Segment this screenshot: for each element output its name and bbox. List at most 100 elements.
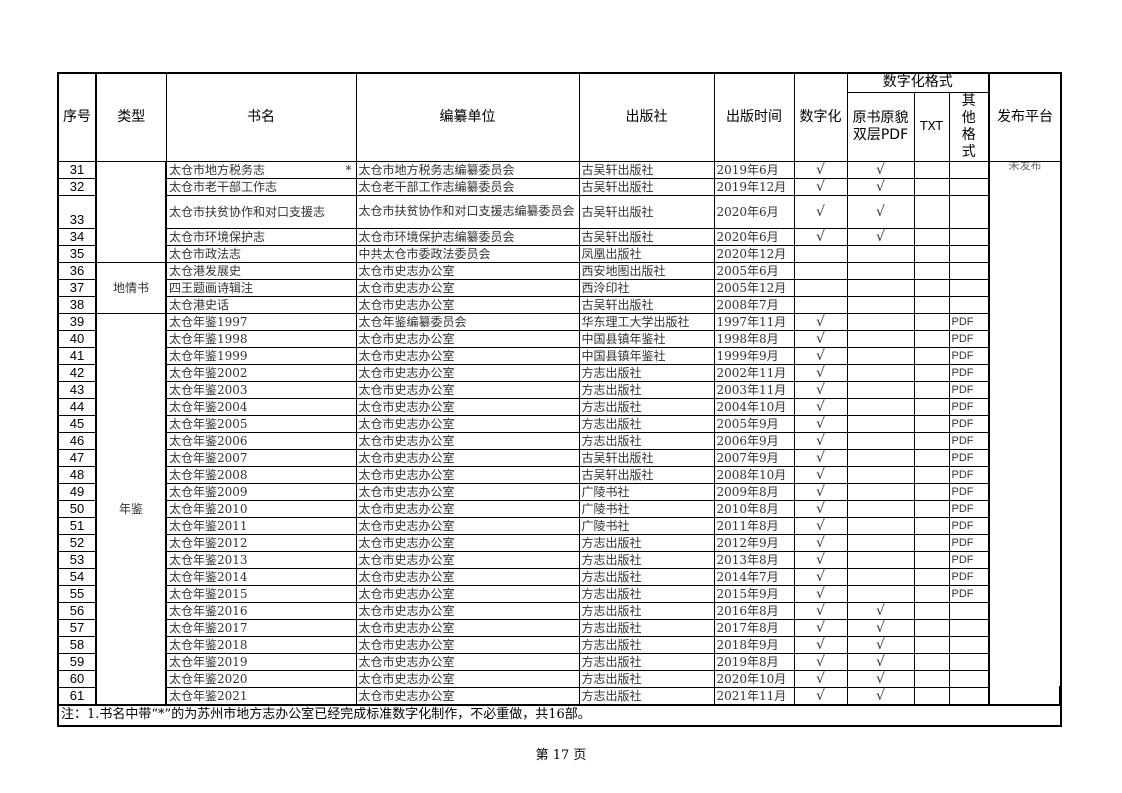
txt-format-cell [913,414,950,433]
table-row: 47 太仓年鉴2007 太仓市史志办公室 古吴轩出版社 2007年9月 √ PDF [57,448,1061,467]
book-title-cell: 太仓年鉴2004 [165,397,357,416]
book-title: 太仓市政法志 [169,246,242,261]
row-no: 60 [57,669,97,688]
other-format-cell [948,261,990,280]
pdf-format-check: √ [846,227,915,246]
row-no: 55 [57,584,97,603]
row-no: 59 [57,652,97,671]
publisher-cell: 方志出版社 [578,635,715,654]
digitized-check: √ [793,618,848,637]
publisher-cell: 方志出版社 [578,669,715,688]
header-publisher: 出版社 [578,72,715,162]
table-row: 60 太仓年鉴2020 太仓市史志办公室 方志出版社 2020年10月 √ √ [57,669,1061,688]
digitized-check [793,261,848,280]
other-format-cell [948,295,990,314]
table-row: 54 太仓年鉴2014 太仓市史志办公室 方志出版社 2014年7月 √ PDF [57,567,1061,586]
row-no: 47 [57,448,97,467]
header-platform: 发布平台 [988,72,1062,162]
book-title-cell: 太仓年鉴2005 [165,414,357,433]
txt-format-cell [913,533,950,552]
date-cell: 2013年8月 [713,550,795,569]
compiler-cell: 太仓市史志办公室 [355,584,580,603]
book-title: 太仓市地方税务志 [169,162,266,177]
other-format-cell: PDF [948,550,990,569]
row-no: 32 [57,177,97,196]
date-cell: 2002年11月 [713,363,795,382]
compiler-cell: 太仓市环境保护志编纂委员会 [355,227,580,246]
book-title-cell: 太仓港史话 [165,295,357,314]
row-no: 38 [57,295,97,314]
date-cell: 2012年9月 [713,533,795,552]
date-cell: 2005年6月 [713,261,795,280]
row-no: 37 [57,278,97,297]
publisher-cell: 方志出版社 [578,550,715,569]
pdf-format-check: √ [846,601,915,620]
date-cell: 2018年9月 [713,635,795,654]
publisher-cell: 广陵书社 [578,482,715,501]
txt-format-cell [913,516,950,535]
table-row: 31 太仓市地方税务志 * 太仓市地方税务志编纂委员会 古吴轩出版社 2019年6月 √ √ 未… [57,160,1062,705]
other-format-cell: PDF [948,448,990,467]
row-no: 42 [57,363,97,382]
type-cell: 年鉴 [95,312,167,705]
book-title-cell: 太仓年鉴2021 [165,686,357,705]
pdf-format-check [846,244,915,263]
book-title-cell: 太仓市老干部工作志 [165,177,357,196]
compiler-cell: 太仓市史志办公室 [355,669,580,688]
pdf-format-check [846,567,915,586]
table-row: 49 太仓年鉴2009 太仓市史志办公室 广陵书社 2009年8月 √ PDF [57,482,1061,501]
compiler-cell: 太仓市地方税务志编纂委员会 [355,160,580,179]
table-row: 57 太仓年鉴2017 太仓市史志办公室 方志出版社 2017年8月 √ √ [57,618,1061,637]
book-title: 四王题画诗辑注 [169,280,254,295]
date-cell: 2006年9月 [713,431,795,450]
compiler-cell: 太仓市史志办公室 [355,329,580,348]
header-format-other: 其他格式 [948,91,990,162]
compiler-cell: 太仓市史志办公室 [355,295,580,314]
publisher-cell: 方志出版社 [578,431,715,450]
txt-format-cell [913,601,950,620]
book-title-cell: 太仓市政法志 [165,244,357,263]
table-row: 59 太仓年鉴2019 太仓市史志办公室 方志出版社 2019年8月 √ √ [57,652,1061,671]
book-title-cell: 太仓年鉴2012 [165,533,357,552]
digitized-check: √ [793,329,848,348]
pdf-format-check [846,482,915,501]
other-format-cell [948,669,990,688]
row-no: 61 [57,686,97,705]
date-cell: 2008年7月 [713,295,795,314]
digitized-check: √ [793,533,848,552]
table-row: 46 太仓年鉴2006 太仓市史志办公室 方志出版社 2006年9月 √ PDF [57,431,1061,450]
other-format-cell [948,244,990,263]
pdf-format-check [846,465,915,484]
txt-format-cell [913,346,950,365]
compiler-cell: 太仓老干部工作志编纂委员会 [355,177,580,196]
publisher-cell: 古吴轩出版社 [578,160,715,179]
other-format-cell: PDF [948,516,990,535]
table-row: 42 太仓年鉴2002 太仓市史志办公室 方志出版社 2002年11月 √ PDF [57,363,1061,382]
date-cell: 2004年10月 [713,397,795,416]
txt-format-cell [913,397,950,416]
other-format-cell [948,177,990,196]
compiler-cell: 太仓市史志办公室 [355,652,580,671]
txt-format-cell [913,635,950,654]
book-title-cell: 太仓市扶贫协作和对口支援志 [165,194,357,229]
left-border [57,686,59,706]
row-no: 43 [57,380,97,399]
compiler-cell: 太仓市史志办公室 [355,397,580,416]
date-cell: 2020年12月 [713,244,795,263]
txt-format-cell [913,177,950,196]
compiler-cell: 太仓市史志办公室 [355,261,580,280]
table-row: 34 太仓市环境保护志 太仓市环境保护志编纂委员会 古吴轩出版社 2020年6月 √ √ [57,227,1061,246]
pdf-format-check [846,533,915,552]
book-title-cell: 太仓年鉴2008 [165,465,357,484]
compiler-cell: 太仓市扶贫协作和对口支援志编纂委员会 [355,194,580,229]
compiler-cell: 太仓市史志办公室 [355,482,580,501]
compiler-cell: 太仓市史志办公室 [355,431,580,450]
row-no: 53 [57,550,97,569]
compiler-cell: 太仓市史志办公室 [355,499,580,518]
compiler-cell: 太仓市史志办公室 [355,533,580,552]
table-row: 56 太仓年鉴2016 太仓市史志办公室 方志出版社 2016年8月 √ √ [57,601,1061,620]
date-cell: 2016年8月 [713,601,795,620]
publisher-cell: 方志出版社 [578,363,715,382]
publisher-cell: 方志出版社 [578,397,715,416]
pdf-format-check: √ [846,652,915,671]
